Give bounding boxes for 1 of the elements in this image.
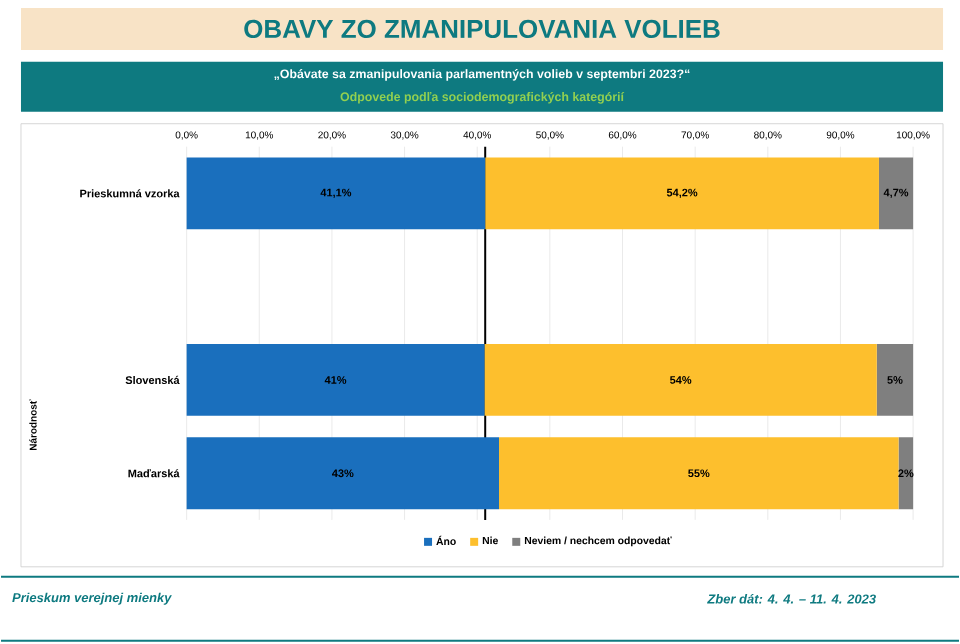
chart-title: OBAVY ZO ZMANIPULOVANIA VOLIEB	[244, 19, 720, 38]
